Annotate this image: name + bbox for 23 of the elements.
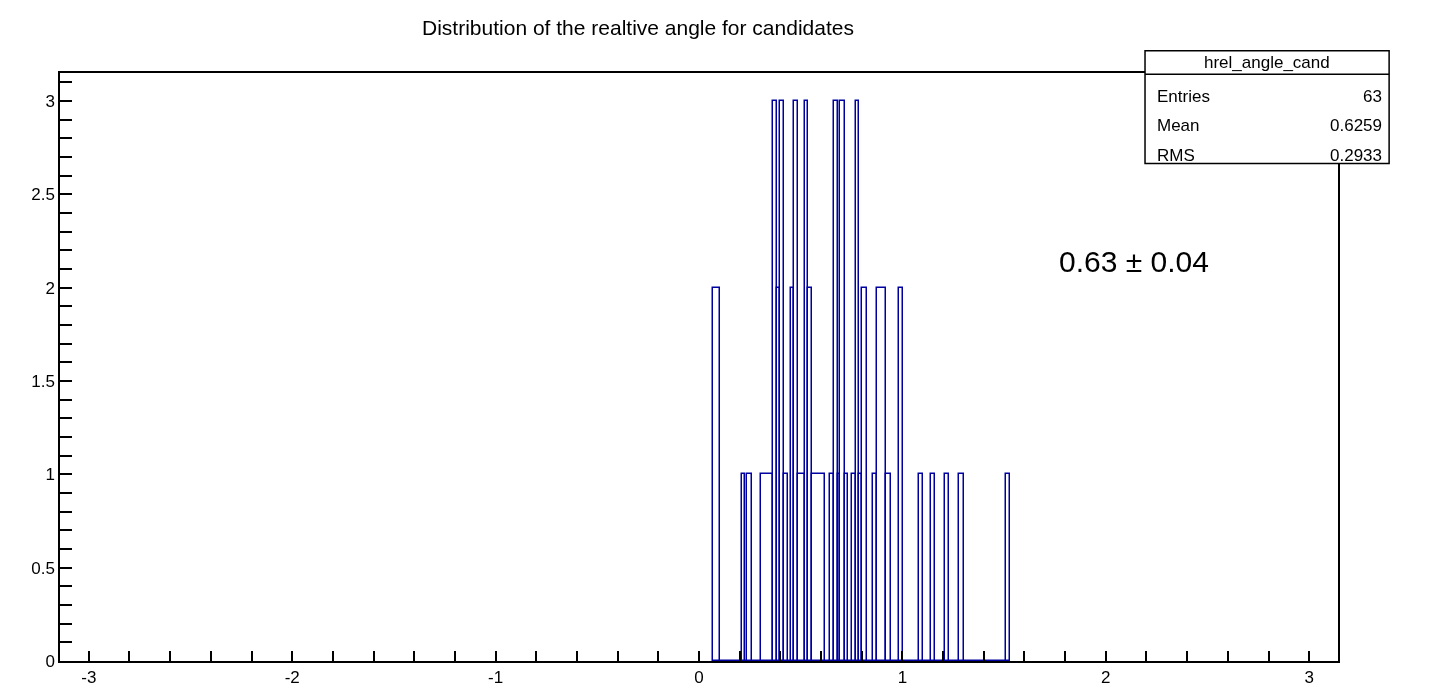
y-tick-label: 1	[45, 465, 55, 485]
y-tick-label: 0	[45, 651, 55, 671]
annotation: RMS	[1157, 146, 1195, 165]
x-tick-label: 1	[897, 668, 908, 688]
x-tick-label: -1	[488, 668, 504, 688]
chart-title: Distribution of the realtive angle for candidates	[422, 16, 854, 40]
y-tick-label: 2.5	[31, 185, 55, 205]
annotation: 0.2933	[1330, 146, 1382, 165]
x-tick-label: -2	[284, 668, 300, 688]
x-tick-label: 3	[1304, 668, 1314, 688]
x-tick-label: 2	[1101, 668, 1111, 688]
text: hrel_angle_cand	[1204, 53, 1330, 72]
y-tick-label: 0.5	[31, 558, 55, 578]
text: 63	[1363, 87, 1382, 106]
y-tick-label: 3	[45, 91, 55, 111]
annotation: Mean	[1157, 116, 1200, 135]
x-tick-label: 0	[694, 668, 704, 688]
y-tick-label: 2	[45, 278, 55, 298]
annotation: Entries	[1157, 87, 1210, 106]
annotation: 0.6259	[1330, 116, 1382, 135]
annotation: 0.63 ± 0.04	[1059, 245, 1209, 278]
x-tick-label: -3	[81, 668, 97, 688]
y-tick-label: 1.5	[31, 371, 55, 391]
